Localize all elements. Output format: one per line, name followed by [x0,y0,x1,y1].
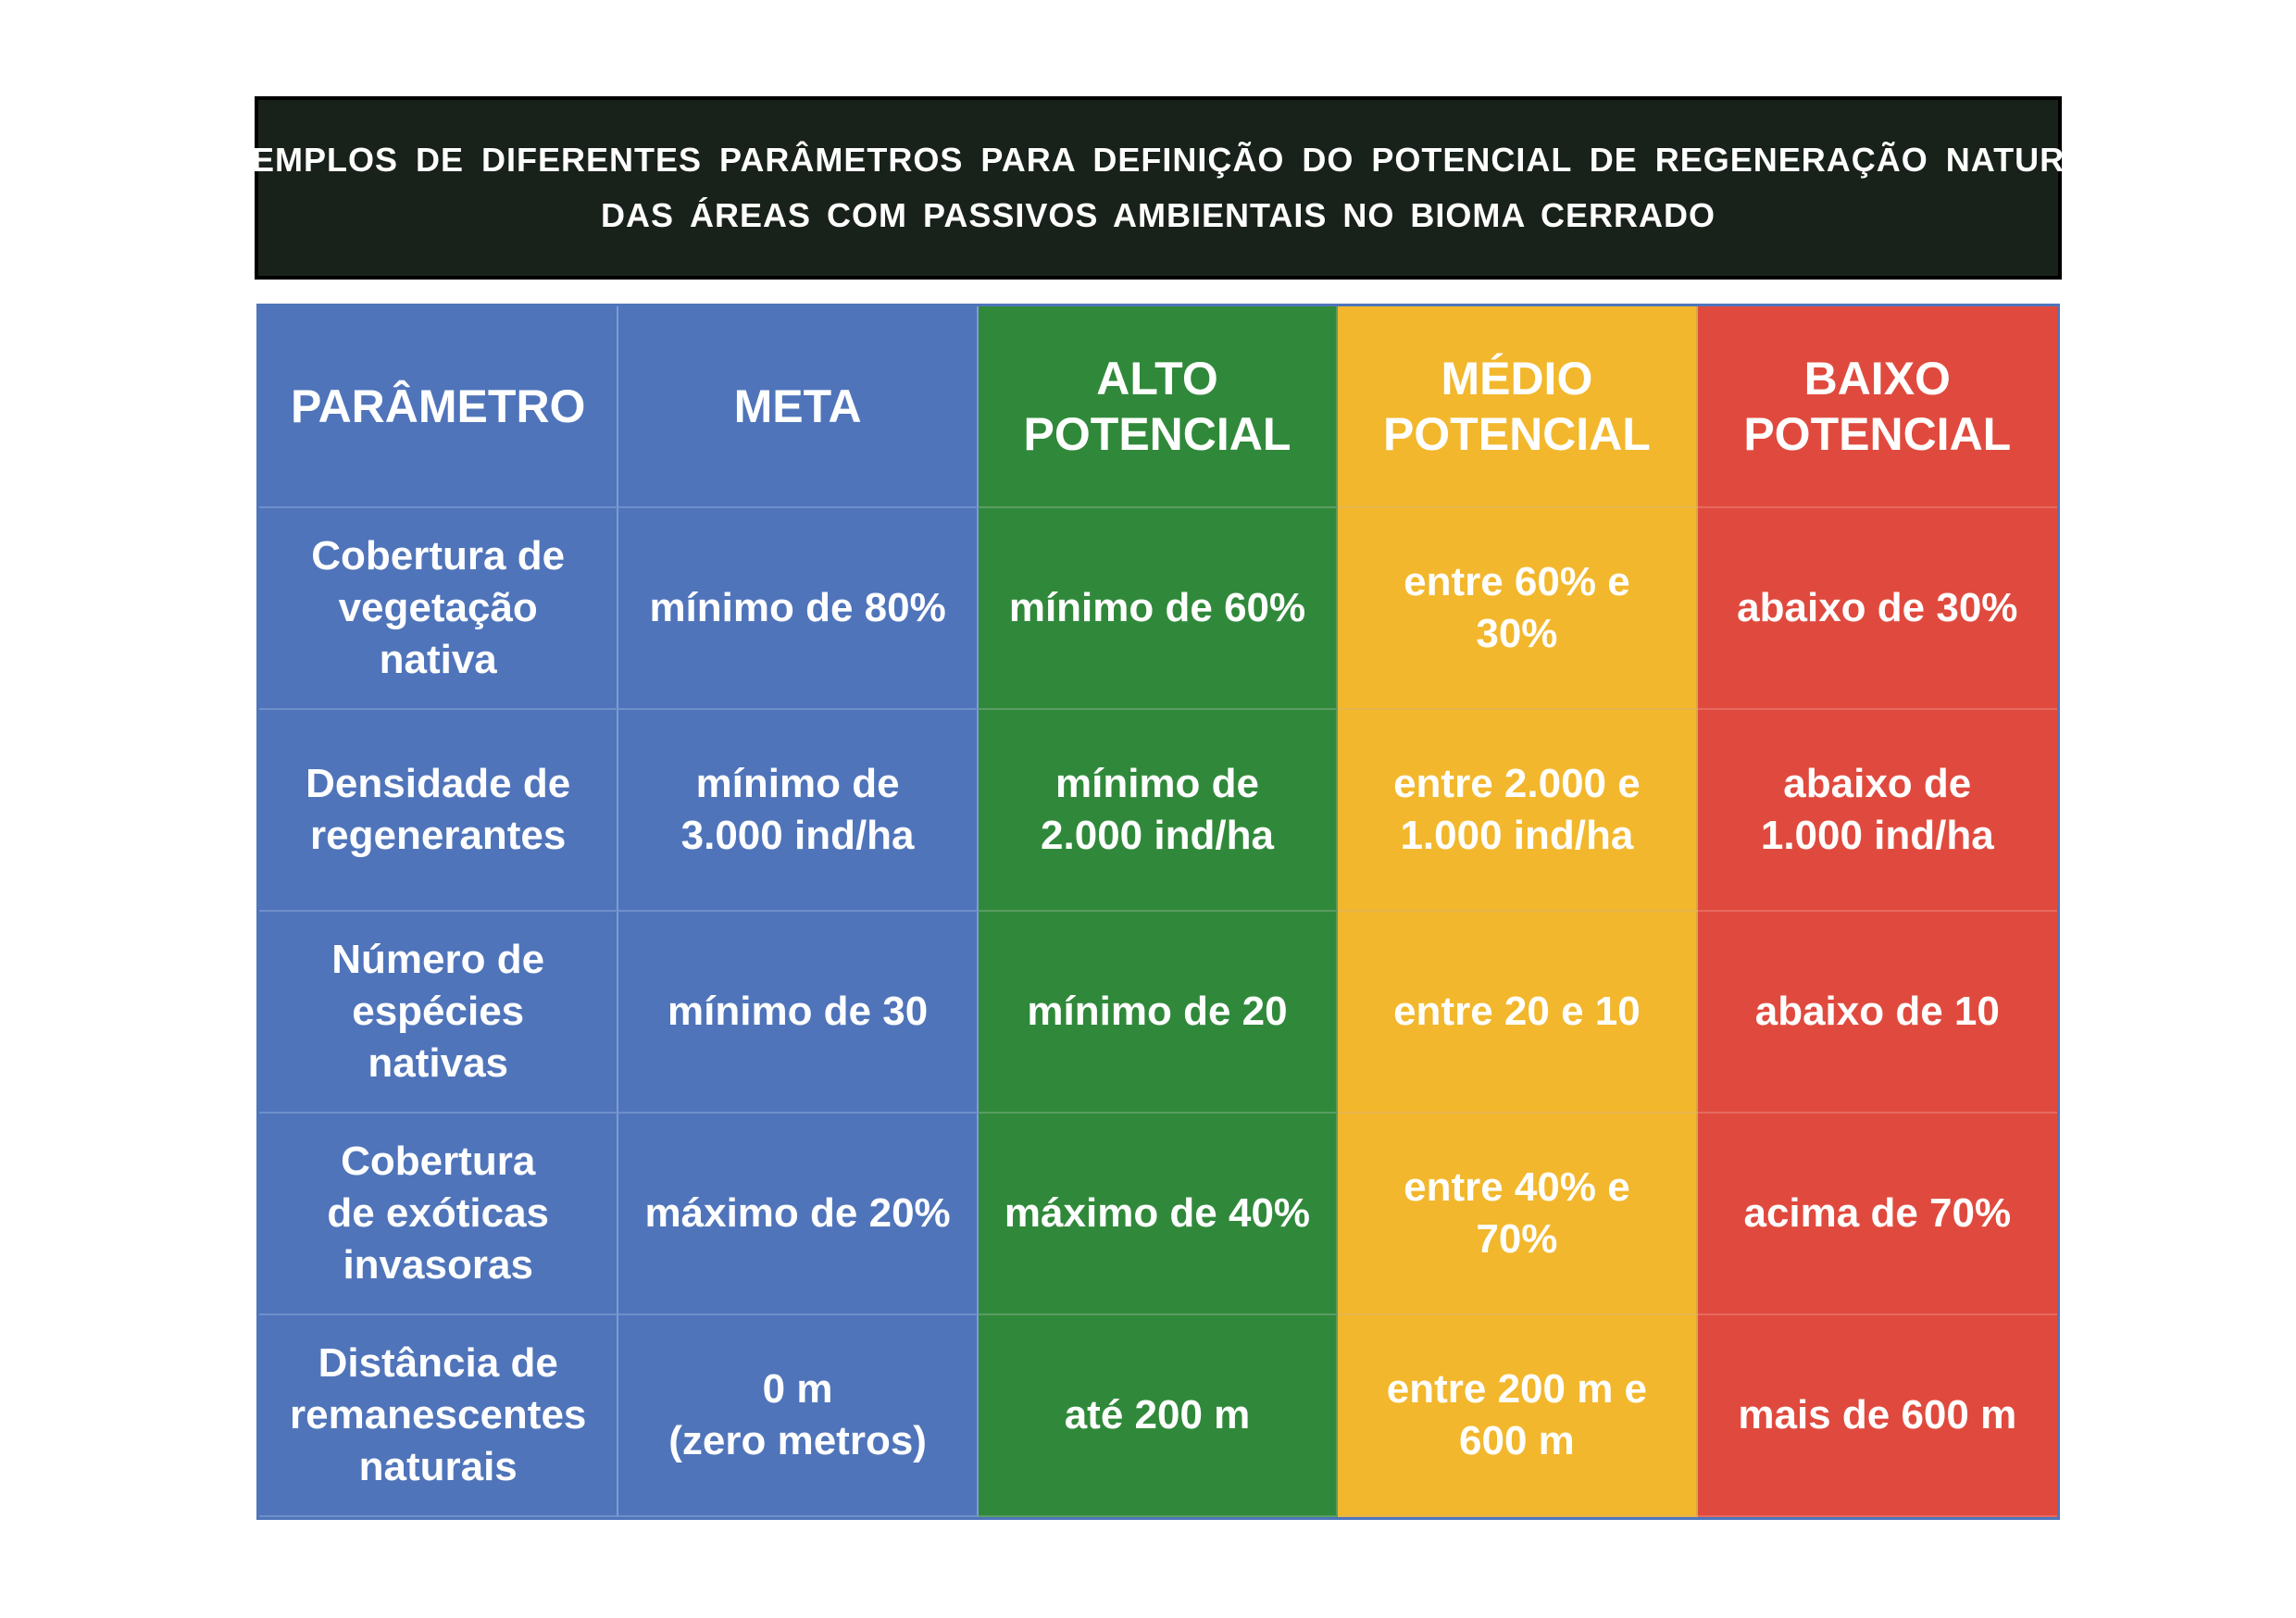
row-baixo-cell: abaixo de 30% [1697,508,2057,710]
row-meta-cell: mínimo de 30 [618,912,979,1114]
row-alto-cell: até 200 m [978,1315,1339,1517]
header-meta: META [618,306,979,508]
table-title-line2: DAS ÁREAS COM PASSIVOS AMBIENTAIS NO BIO… [600,196,1716,234]
row-baixo-cell: acima de 70% [1697,1114,2057,1315]
row-meta-cell: mínimo de 80% [618,508,979,710]
table-title: EXEMPLOS DE DIFERENTES PARÂMETROS PARA D… [206,96,2110,280]
row-parameter-cell: Número de espécies nativas [259,912,619,1114]
row-baixo-cell: abaixo de 10 [1697,912,2057,1114]
header-medio-potencial: MÉDIO POTENCIAL [1338,306,1698,508]
header-alto-potencial: ALTO POTENCIAL [978,306,1339,508]
row-parameter-cell: Cobertura de vegetação nativa [259,508,619,710]
row-medio-cell: entre 40% e 70% [1338,1114,1698,1315]
parameters-table: PARÂMETRO META ALTO POTENCIAL MÉDIO POTE… [256,304,2060,1520]
row-alto-cell: mínimo de 2.000 ind/ha [978,710,1339,912]
row-baixo-cell: mais de 600 m [1697,1315,2057,1517]
row-baixo-cell: abaixo de 1.000 ind/ha [1697,710,2057,912]
table-title-line1: EXEMPLOS DE DIFERENTES PARÂMETROS PARA D… [205,141,2112,179]
row-meta-cell: 0 m (zero metros) [618,1315,979,1517]
row-alto-cell: mínimo de 60% [978,508,1339,710]
row-parameter-cell: Cobertura de exóticas invasoras [259,1114,619,1315]
header-parametro: PARÂMETRO [259,306,619,508]
row-medio-cell: entre 2.000 e 1.000 ind/ha [1338,710,1698,912]
header-baixo-potencial: BAIXO POTENCIAL [1697,306,2057,508]
row-parameter-cell: Distância de remanescentes naturais [259,1315,619,1517]
row-medio-cell: entre 200 m e 600 m [1338,1315,1698,1517]
row-alto-cell: máximo de 40% [978,1114,1339,1315]
row-meta-cell: mínimo de 3.000 ind/ha [618,710,979,912]
row-meta-cell: máximo de 20% [618,1114,979,1315]
row-alto-cell: mínimo de 20 [978,912,1339,1114]
row-medio-cell: entre 20 e 10 [1338,912,1698,1114]
row-medio-cell: entre 60% e 30% [1338,508,1698,710]
row-parameter-cell: Densidade de regenerantes [259,710,619,912]
